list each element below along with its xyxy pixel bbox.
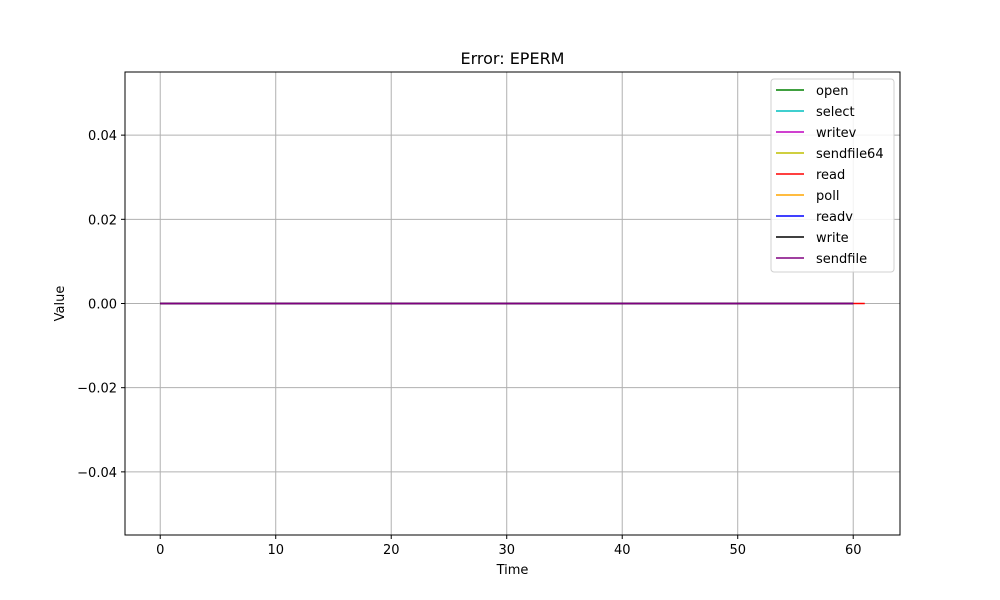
x-tick-label: 30	[498, 543, 515, 558]
legend-box	[770, 78, 895, 273]
y-tick-label: 0.00	[88, 298, 117, 313]
x-tick-label: 20	[383, 543, 400, 558]
legend-label-sendfile64: sendfile64	[816, 147, 884, 162]
x-tick-label: 50	[729, 543, 746, 558]
legend-label-open: open	[816, 84, 848, 99]
x-axis-label: Time	[496, 563, 529, 578]
legend-label-read: read	[816, 168, 845, 183]
legend-label-write: write	[816, 231, 849, 246]
x-tick-label: 60	[845, 543, 862, 558]
legend-label-select: select	[816, 105, 855, 120]
y-tick-label: −0.02	[77, 382, 117, 397]
legend-label-writev: writev	[816, 126, 857, 141]
legend-label-poll: poll	[816, 189, 839, 204]
y-axis-ticks: −0.04 −0.02 0.00 0.02 0.04	[77, 129, 125, 481]
x-tick-label: 10	[267, 543, 284, 558]
x-tick-label: 0	[156, 543, 164, 558]
legend: open select writev sendfile64 read poll readv w…	[770, 78, 895, 273]
chart-title: Error: EPERM	[461, 49, 565, 68]
legend-label-sendfile: sendfile	[816, 252, 867, 267]
y-tick-label: −0.04	[77, 466, 117, 481]
x-tick-label: 40	[614, 543, 631, 558]
y-tick-label: 0.02	[88, 213, 117, 228]
y-tick-label: 0.04	[88, 129, 117, 144]
legend-label-readv: readv	[816, 210, 853, 225]
x-axis-ticks: 0 10 20 30 40 50 60	[156, 535, 861, 558]
y-axis-label: Value	[53, 286, 68, 322]
